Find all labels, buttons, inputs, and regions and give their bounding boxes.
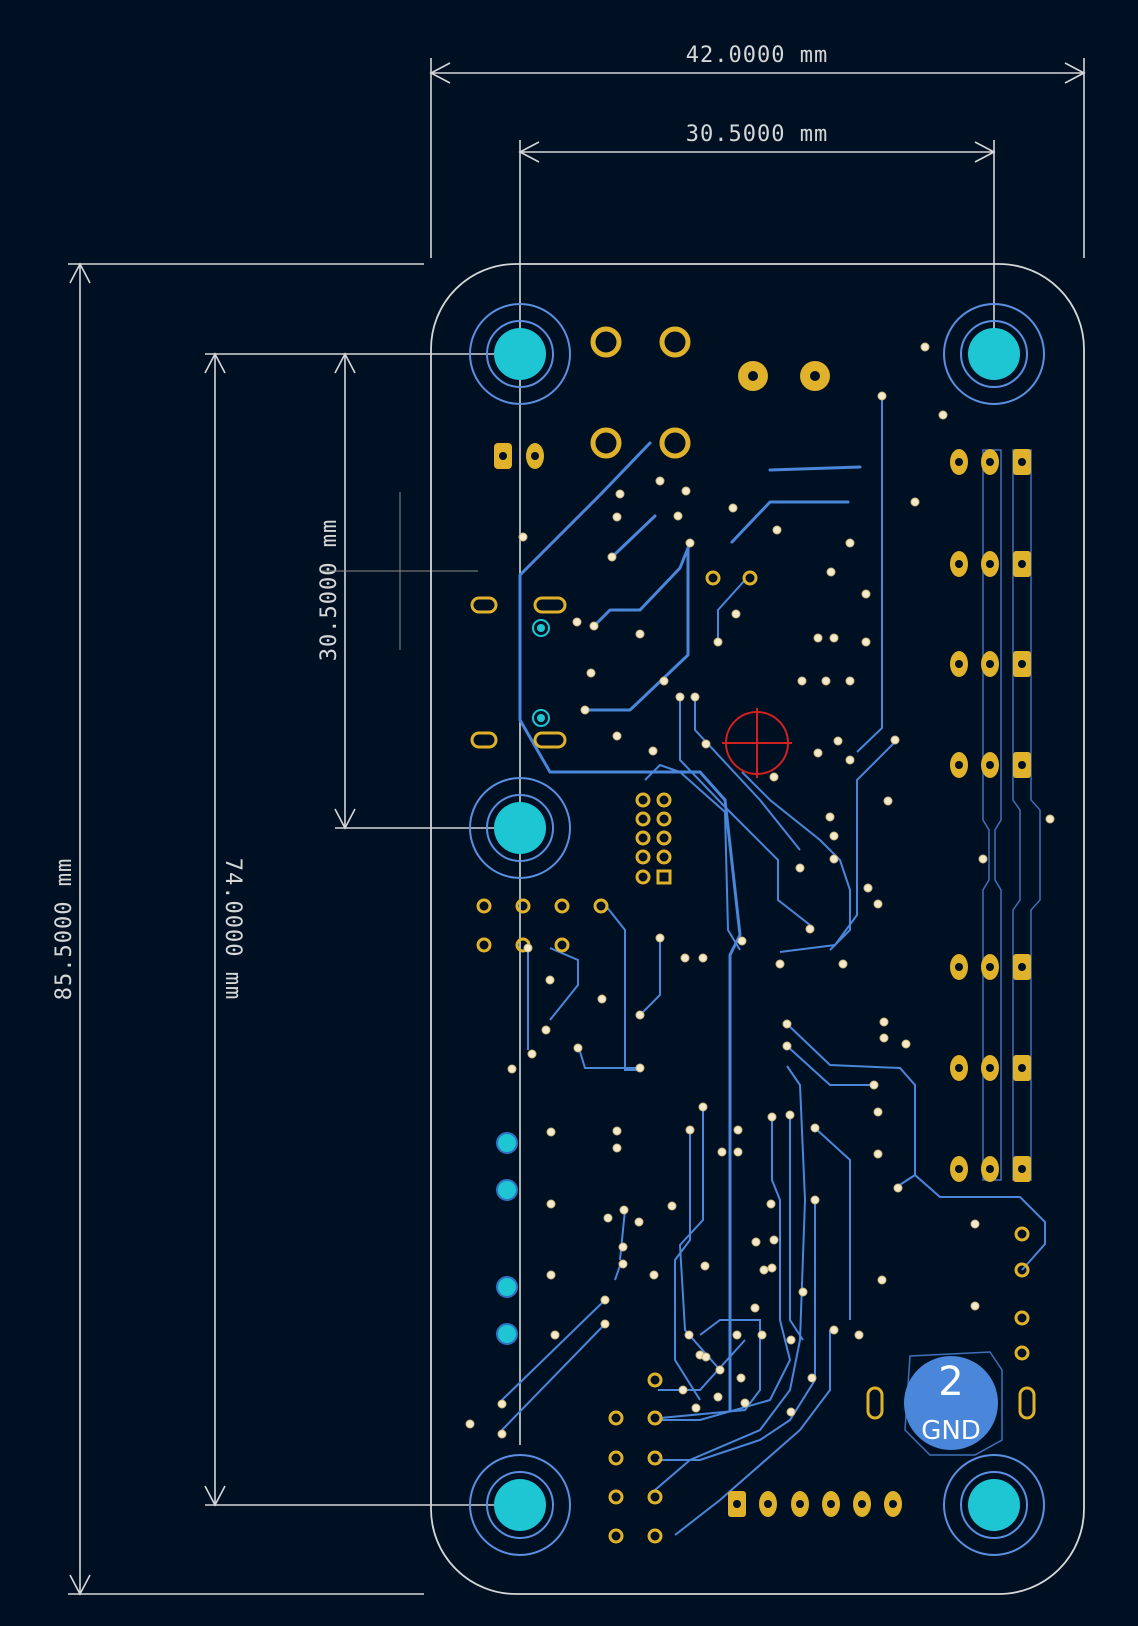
- mounting-hole-top-right: [943, 303, 1045, 405]
- gnd-net-number: 2: [938, 1359, 963, 1405]
- gnd-net-badge[interactable]: 2 GND: [904, 1351, 1003, 1456]
- vias: [465, 342, 1055, 1439]
- mounting-hole-top-left: [469, 303, 571, 405]
- dimension-width-outer-label: 42.0000 mm: [686, 43, 828, 68]
- dimension-width-holes: 30.5000 mm: [518, 122, 996, 1445]
- header-pads: [950, 449, 1031, 1182]
- gnd-net-label: GND: [921, 1416, 981, 1446]
- origin-marker-icon: [722, 708, 792, 778]
- dimension-width-outer: 42.0000 mm: [429, 43, 1086, 258]
- through-hole-pads: [470, 326, 1036, 1544]
- dimension-height-outer: 85.5000 mm: [52, 262, 424, 1596]
- dimension-height-short-label: 30.5000 mm: [317, 519, 342, 661]
- dimension-width-holes-label: 30.5000 mm: [686, 122, 828, 147]
- board-outline: [430, 263, 1085, 1595]
- copper-traces: [501, 396, 1046, 1536]
- mounting-hole-middle-left: [469, 777, 571, 879]
- dimension-height-short: 30.5000 mm: [317, 352, 520, 830]
- dimension-height-holes-label: 74.0000 mm: [220, 858, 245, 1000]
- crosshair-reference: [322, 492, 478, 650]
- mounting-hole-bottom-right: [943, 1454, 1045, 1556]
- hatched-rails: [982, 449, 1041, 1181]
- dimension-height-outer-label: 85.5000 mm: [52, 858, 77, 1000]
- mounting-hole-bottom-left: [469, 1454, 571, 1556]
- dimension-height-holes: 74.0000 mm: [204, 352, 520, 1507]
